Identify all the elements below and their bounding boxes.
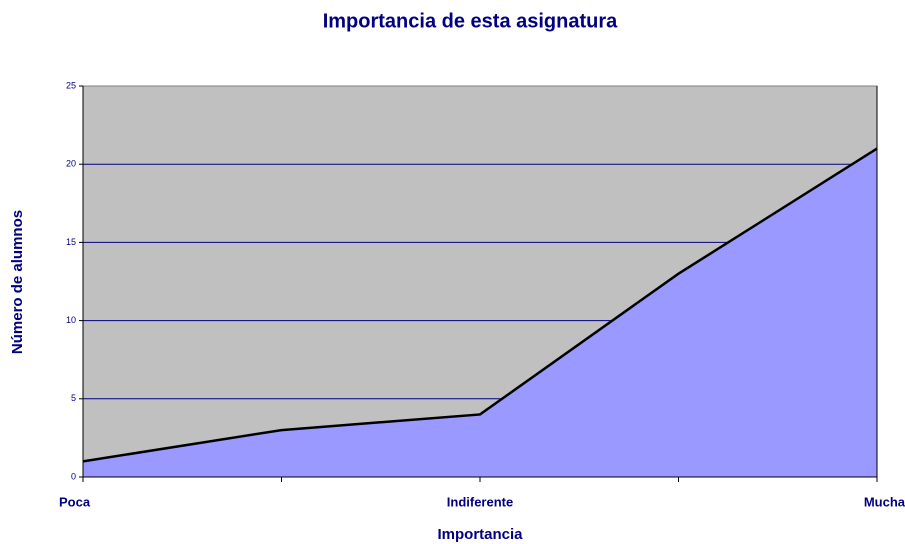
x-axis-title: Importancia: [437, 526, 523, 543]
x-tick-label: Mucha: [864, 494, 905, 509]
y-axis-title: Número de alumnos: [9, 210, 26, 354]
area-line: [82, 147, 878, 463]
x-tick-label: Poca: [59, 494, 91, 509]
chart-title: Importancia de esta asignatura: [323, 10, 618, 32]
y-tick-label: 25: [66, 80, 76, 90]
x-tick-label: Indiferente: [447, 494, 513, 509]
y-tick-label: 10: [66, 315, 76, 325]
y-tick-label: 15: [66, 237, 76, 247]
y-tick-label: 5: [71, 393, 76, 403]
area: [83, 148, 877, 477]
y-tick-label: 20: [66, 159, 76, 169]
y-tick-label: 0: [71, 471, 76, 481]
